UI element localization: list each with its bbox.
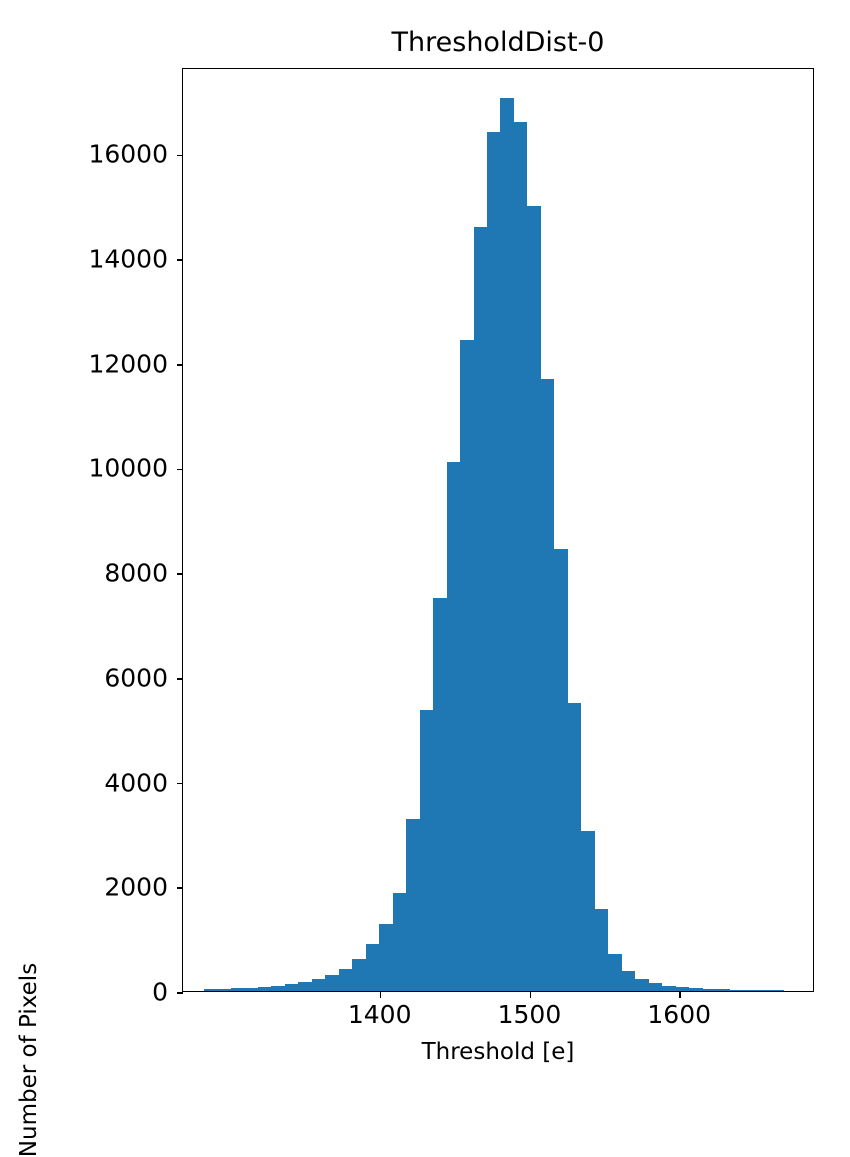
histogram-bar (729, 989, 744, 991)
y-axis-title: Number of Pixels (16, 962, 42, 1157)
histogram-bar (702, 988, 717, 991)
histogram-bar (244, 987, 258, 991)
histogram-bar (513, 121, 528, 991)
x-tick-mark (679, 991, 681, 998)
histogram-bar (540, 378, 555, 991)
y-tick-mark (176, 363, 183, 366)
histogram-bar (311, 978, 326, 991)
y-tick-label: 2000 (104, 872, 168, 902)
x-tick-label: 1600 (647, 1000, 712, 1029)
plot-area (176, 68, 814, 998)
y-tick-mark (176, 678, 183, 680)
histogram-bar (648, 983, 663, 991)
y-tick-label: 8000 (104, 558, 168, 588)
histogram-bar (581, 831, 595, 991)
histogram-bar (392, 892, 407, 991)
x-axis-title: Threshold [e] (421, 1039, 575, 1065)
histogram-bars (183, 69, 813, 991)
histogram-bar (230, 988, 245, 991)
x-tick-label: 1500 (497, 1000, 562, 1029)
y-tick-label: 14000 (88, 244, 168, 274)
histogram-bar (257, 986, 272, 991)
histogram-bar (217, 988, 231, 991)
histogram-bar (271, 985, 285, 991)
histogram-bar (756, 990, 771, 991)
histogram-bar (365, 943, 380, 991)
y-tick-mark (176, 573, 183, 575)
y-tick-mark (176, 154, 183, 157)
histogram-bar (567, 703, 582, 991)
histogram-bar (675, 987, 690, 991)
histogram-bar (473, 226, 487, 991)
y-tick-mark (176, 468, 183, 471)
x-axis-tick-labels: 1400 1500 1600 (347, 1000, 712, 1029)
histogram-bar (298, 982, 312, 991)
y-tick-mark (176, 259, 183, 261)
histogram-bar (554, 548, 568, 991)
histogram-bar (419, 710, 434, 991)
histogram-bar (743, 989, 757, 991)
histogram-bar (662, 985, 676, 991)
histogram-bar (635, 978, 649, 991)
figure-canvas: ThresholdDist-0 0 2000 4000 6000 8000 10000 12… (0, 0, 814, 1157)
histogram-bar (689, 988, 703, 991)
histogram-bar (446, 462, 461, 991)
y-tick-label: 0 (152, 977, 168, 1007)
y-tick-label: 16000 (88, 139, 168, 169)
y-tick-label: 6000 (104, 663, 168, 693)
y-tick-label: 12000 (88, 349, 168, 379)
histogram-bar (594, 909, 609, 991)
histogram-bar (352, 958, 366, 991)
x-tick-mark (379, 991, 382, 998)
histogram-bar (338, 969, 353, 991)
y-tick-mark (176, 782, 183, 785)
histogram-bar (770, 990, 784, 991)
y-axis-tick-labels: 0 2000 4000 6000 8000 10000 12000 14000 16000 (0, 0, 182, 1100)
histogram-bar (500, 98, 514, 991)
x-tick-mark (529, 991, 532, 998)
histogram-bar (379, 924, 393, 991)
histogram-bar (284, 984, 299, 991)
histogram-bar (487, 132, 501, 991)
histogram-bar (406, 819, 420, 991)
y-tick-label: 10000 (88, 453, 168, 483)
y-tick-mark (176, 992, 183, 994)
histogram-bar (527, 205, 541, 991)
histogram-bar (608, 954, 622, 991)
chart-title: ThresholdDist-0 (391, 27, 605, 58)
histogram-bar (621, 971, 636, 991)
histogram-bar (433, 598, 447, 991)
histogram-bar (325, 975, 339, 991)
y-tick-mark (176, 887, 183, 890)
x-tick-label: 1400 (347, 1000, 412, 1029)
y-tick-label: 4000 (104, 768, 168, 798)
histogram-bar (460, 339, 474, 991)
histogram-bar (716, 989, 730, 991)
histogram-bar (203, 989, 218, 991)
